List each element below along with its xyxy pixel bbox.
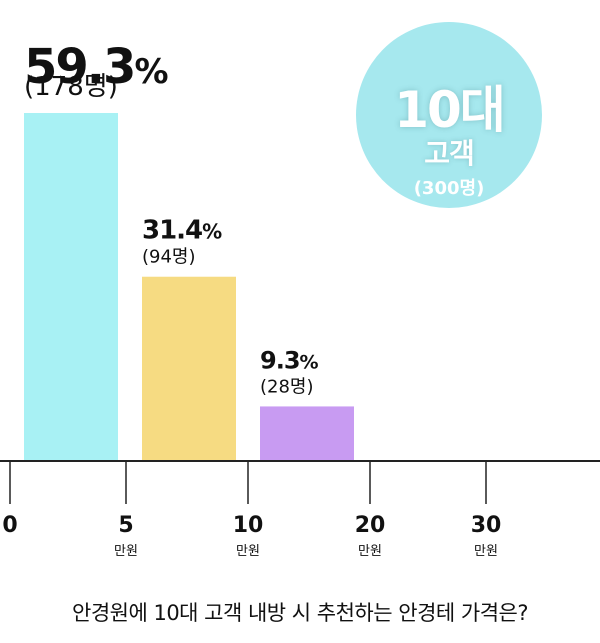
badge-subtitle: 고객 (424, 137, 475, 170)
x-tick-label: 10 (233, 513, 264, 538)
badge-count: (300명) (413, 178, 485, 199)
x-tick-label: 5 (118, 513, 133, 538)
x-tick-label: 30 (471, 513, 502, 538)
bar-count-label: (178명) (24, 72, 118, 102)
chart-caption: 안경원에 10대 고객 내방 시 추천하는 안경테 가격은? (72, 601, 529, 625)
badge-title: 10대 (394, 81, 506, 139)
x-tick-label: 0 (2, 513, 17, 538)
bar-chart: 59.3%(178명) 31.4%(94명) 9.3%(28명) 0 5 만원 10 만원 2… (0, 39, 600, 559)
bar-count-label: (28명) (260, 376, 314, 397)
bar-value-label: 31.4% (142, 216, 222, 246)
bar-1 (24, 113, 118, 461)
bar-value-label: 9.3% (260, 346, 319, 374)
bar-2 (142, 276, 236, 461)
bar-3 (260, 406, 354, 461)
x-tick-unit: 만원 (236, 544, 260, 559)
audience-badge: 10대 고객 (300명) (356, 22, 542, 208)
x-tick-unit: 만원 (474, 544, 498, 559)
bar-count-label: (94명) (142, 247, 196, 268)
x-tick-unit: 만원 (358, 544, 382, 559)
x-axis: 0 5 만원 10 만원 20 만원 30 만원 (0, 460, 600, 559)
x-tick-unit: 만원 (114, 544, 138, 559)
bars-group (24, 113, 354, 461)
bar-value-label: 59.3% (24, 39, 169, 95)
value-labels-group: 59.3%(178명) 31.4%(94명) 9.3%(28명) (24, 39, 319, 397)
x-tick-label: 20 (355, 513, 386, 538)
